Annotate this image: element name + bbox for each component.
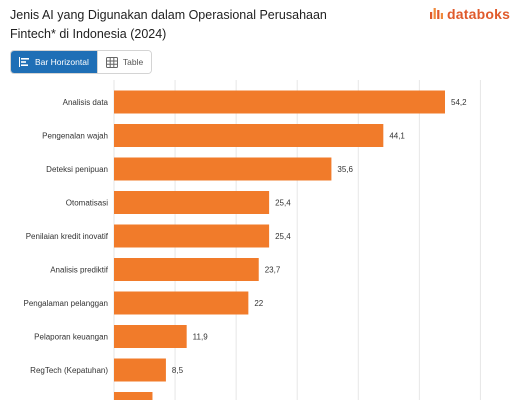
databoks-logo[interactable]: databoks (430, 6, 510, 22)
category-label: Pengalaman pelanggan (23, 299, 108, 308)
table-button[interactable]: Table (96, 51, 152, 73)
value-label: 8,5 (172, 366, 184, 375)
chart-title: Jenis AI yang Digunakan dalam Operasiona… (10, 8, 327, 41)
category-label: Penilaian kredit inovatif (26, 232, 109, 241)
category-label: Pelaporan keuangan (34, 333, 108, 342)
bar[interactable] (114, 124, 384, 147)
value-label: 11,9 (193, 333, 209, 342)
bar[interactable] (114, 291, 249, 315)
logo-text: databoks (447, 6, 511, 22)
table-label: Table (122, 57, 144, 67)
view-toggle: Bar Horizontal Table (10, 50, 153, 74)
value-label: 25,4 (275, 232, 291, 241)
bar[interactable] (114, 258, 259, 281)
value-label: 54,2 (451, 98, 467, 107)
category-label: Deteksi penipuan (46, 165, 108, 174)
databoks-logo-icon (430, 8, 443, 19)
category-label: Analisis prediktif (50, 266, 109, 275)
value-label: 44,1 (389, 132, 405, 141)
bar-horizontal-button[interactable]: Bar Horizontal (11, 51, 97, 73)
bar-horizontal-label: Bar Horizontal (35, 57, 89, 67)
value-label: 22 (254, 299, 263, 308)
bar[interactable] (114, 157, 332, 181)
category-label: Otomatisasi (66, 199, 108, 208)
bar[interactable] (114, 224, 270, 248)
value-label: 25,4 (275, 199, 291, 208)
category-label: Pengenalan wajah (42, 132, 108, 141)
category-label: RegTech (Kepatuhan) (30, 366, 108, 375)
value-label: 23,7 (265, 266, 281, 275)
bar[interactable] (114, 90, 445, 114)
bar[interactable] (114, 325, 187, 348)
table-icon (105, 56, 118, 68)
bar[interactable] (114, 358, 166, 382)
category-label: Analisis data (63, 98, 109, 107)
bar[interactable] (114, 191, 270, 214)
bar-cutoff (114, 392, 153, 400)
value-label: 35,6 (337, 165, 353, 174)
bar-chart-icon (19, 57, 29, 67)
